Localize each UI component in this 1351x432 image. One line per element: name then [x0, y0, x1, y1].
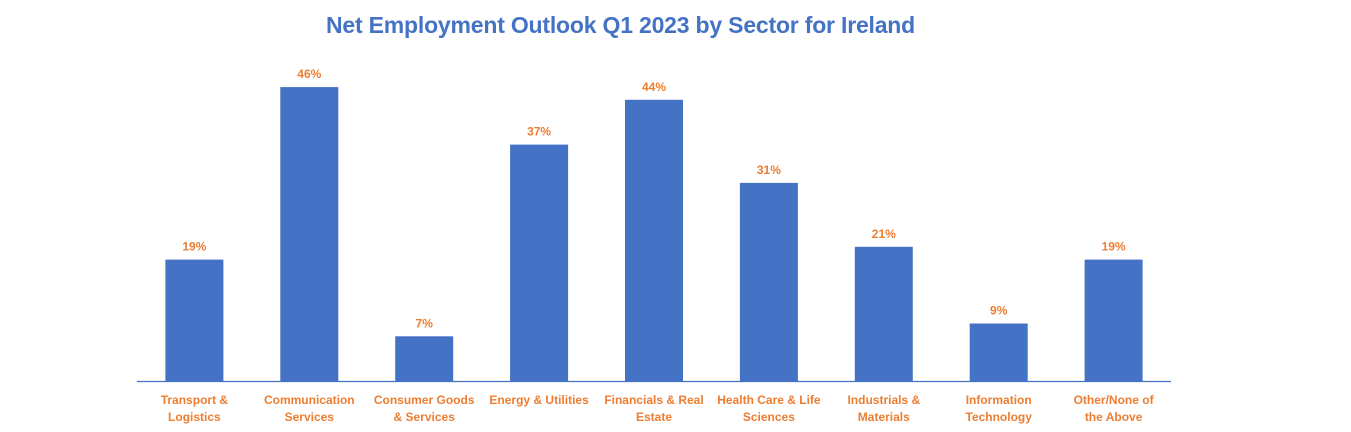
bar-5 — [739, 182, 798, 381]
category-label-1: Communication Services — [264, 393, 355, 424]
bar-8 — [1084, 259, 1143, 381]
category-label-8-line-0: Other/None of — [1074, 393, 1155, 407]
bar-6 — [854, 246, 913, 381]
data-label-6: 21% — [872, 227, 896, 241]
category-label-7: Information Technology — [965, 393, 1032, 424]
category-label-6-line-1: Materials — [858, 410, 910, 424]
data-label-2: 7% — [416, 316, 434, 330]
bar-0 — [165, 259, 224, 381]
chart-title: Net Employment Outlook Q1 2023 by Sector… — [325, 12, 916, 38]
bar-4 — [625, 99, 683, 382]
category-label-6: Industrials & Materials — [847, 393, 920, 424]
bar-3 — [510, 144, 569, 381]
category-label-4-line-1: Estate — [636, 410, 672, 424]
category-label-0-line-1: Logistics — [168, 410, 221, 424]
category-label-0: Transport & Logistics — [161, 393, 229, 424]
value-labels-layer: 19% 46% 7% 37% 44% 31% 21% 9% 19% — [182, 67, 1126, 330]
category-label-3-line-0: Energy & Utilities — [489, 393, 589, 407]
category-label-4: Financials & Real Estate — [604, 393, 703, 424]
category-label-8-line-1: the Above — [1085, 410, 1143, 424]
category-label-2: Consumer Goods & Services — [374, 393, 475, 424]
category-label-5: Health Care & Life Sciences — [717, 393, 821, 424]
category-label-8: Other/None of the Above — [1074, 393, 1155, 424]
category-label-2-line-0: Consumer Goods — [374, 393, 475, 407]
data-label-4: 44% — [642, 80, 666, 94]
bar-7 — [969, 323, 1028, 381]
data-label-0: 19% — [182, 240, 206, 254]
data-label-8: 19% — [1102, 240, 1126, 254]
category-label-5-line-1: Sciences — [743, 410, 795, 424]
data-label-7: 9% — [990, 304, 1008, 318]
category-label-1-line-0: Communication — [264, 393, 355, 407]
category-label-5-line-0: Health Care & Life — [717, 393, 821, 407]
data-label-1: 46% — [297, 67, 321, 81]
category-label-3: Energy & Utilities — [489, 393, 589, 407]
bar-2 — [395, 336, 454, 381]
category-label-4-line-0: Financials & Real — [604, 393, 703, 407]
category-label-7-line-0: Information — [966, 393, 1032, 407]
bars-layer — [165, 87, 1143, 382]
category-label-6-line-0: Industrials & — [847, 393, 920, 407]
data-label-5: 31% — [757, 163, 781, 177]
category-label-7-line-1: Technology — [965, 410, 1032, 424]
data-label-3: 37% — [527, 125, 551, 139]
category-labels-layer: Transport & Logistics Communication Service… — [161, 393, 1155, 424]
category-label-0-line-0: Transport & — [161, 393, 229, 407]
category-label-2-line-1: & Services — [394, 410, 456, 424]
bar-1 — [280, 87, 339, 381]
category-label-1-line-1: Services — [285, 410, 335, 424]
